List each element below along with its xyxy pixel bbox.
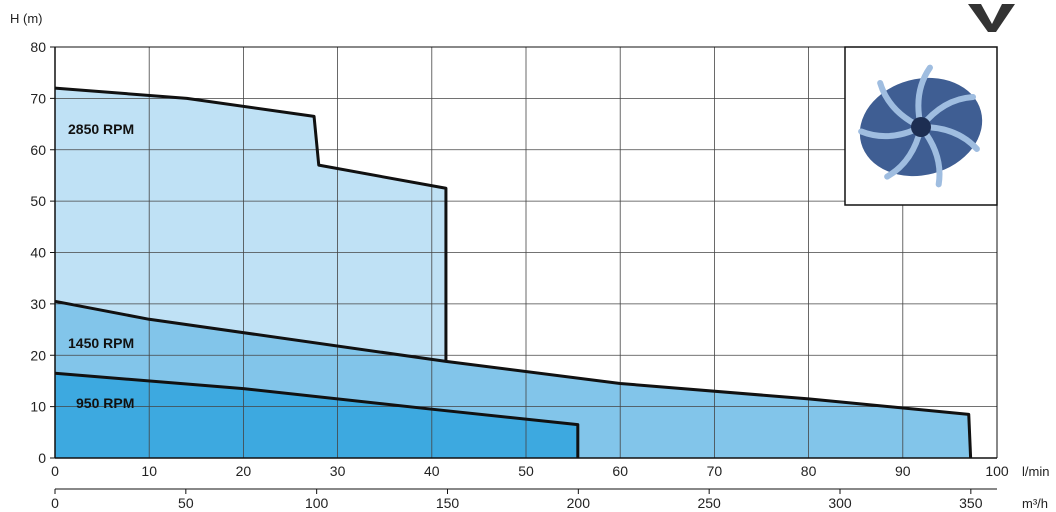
- x-tick-label: 90: [895, 463, 911, 479]
- x-tick-label: 100: [985, 463, 1009, 479]
- x-tick-label: 10: [141, 463, 157, 479]
- x-tick-label: 80: [801, 463, 817, 479]
- x-tick-label: 50: [518, 463, 534, 479]
- curve-950-rpm: [54, 371, 580, 458]
- series-label-950: 950 RPM: [76, 395, 134, 411]
- x-axis-label-secondary: m³/h: [1022, 496, 1048, 511]
- area-950-rpm: [55, 373, 578, 458]
- y-tick-label: 20: [30, 347, 46, 363]
- y-tick-label: 40: [30, 245, 46, 261]
- x-tick-label: 20: [236, 463, 252, 479]
- y-tick-label: 10: [30, 399, 46, 415]
- x-tick-label: 70: [707, 463, 723, 479]
- secondary-x-tick-label: 250: [697, 495, 721, 511]
- series-outlines: [54, 86, 973, 459]
- secondary-x-tick-label: 200: [567, 495, 591, 511]
- series-label-2850: 2850 RPM: [68, 121, 134, 137]
- x-tick-label: 0: [51, 463, 59, 479]
- y-tick-label: 50: [30, 193, 46, 209]
- secondary-x-tick-label: 350: [959, 495, 983, 511]
- impeller-hub: [911, 117, 931, 137]
- curve-1450-rpm: [54, 299, 973, 459]
- y-tick-label: 80: [30, 39, 46, 55]
- secondary-x-tick-label: 0: [51, 495, 59, 511]
- y-axis-label: H (m): [10, 11, 43, 26]
- series-fills: [55, 88, 971, 458]
- x-tick-label: 60: [612, 463, 628, 479]
- secondary-x-tick-label: 100: [305, 495, 329, 511]
- x-tick-label: 40: [424, 463, 440, 479]
- curve-2850-rpm: [54, 86, 448, 361]
- impeller-inset: [844, 46, 998, 206]
- x-tick-label: 30: [330, 463, 346, 479]
- y-tick-label: 30: [30, 296, 46, 312]
- x-axis-label-primary: l/min: [1022, 464, 1049, 479]
- y-tick-label: 0: [38, 450, 46, 466]
- secondary-x-tick-label: 150: [436, 495, 460, 511]
- brand-chevron-icon: [968, 4, 1015, 32]
- series-label-1450: 1450 RPM: [68, 335, 134, 351]
- plot-frame: [50, 46, 998, 494]
- secondary-x-tick-label: 300: [828, 495, 852, 511]
- y-tick-label: 60: [30, 142, 46, 158]
- tick-labels: 0 10 20 30 40 50 60 70 80 0 10 20 30 40 50 60 70 80 90 100 0…: [30, 39, 1008, 511]
- y-tick-label: 70: [30, 90, 46, 106]
- secondary-x-tick-label: 50: [178, 495, 194, 511]
